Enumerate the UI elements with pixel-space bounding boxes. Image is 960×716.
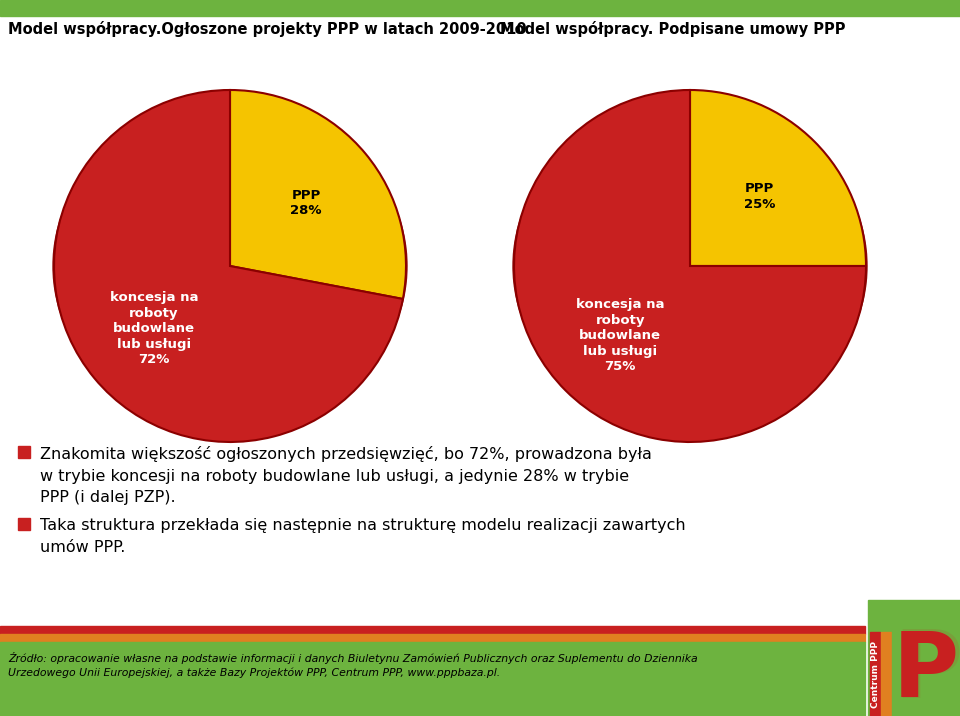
Text: Model współpracy. Podpisane umowy PPP: Model współpracy. Podpisane umowy PPP: [500, 21, 846, 37]
Bar: [881, 632, 891, 716]
Bar: [870, 632, 880, 716]
Text: PPP
28%: PPP 28%: [290, 189, 322, 218]
Ellipse shape: [58, 116, 402, 432]
Text: koncesja na
roboty
budowlane
lub usługi
75%: koncesja na roboty budowlane lub usługi …: [576, 299, 664, 373]
Text: koncesja na
roboty
budowlane
lub usługi
72%: koncesja na roboty budowlane lub usługi …: [109, 291, 199, 367]
Bar: [0, 634, 865, 642]
Bar: [868, 600, 960, 716]
Text: PPP
25%: PPP 25%: [744, 182, 776, 211]
Ellipse shape: [58, 112, 402, 428]
Text: Źródło: opracowanie własne na podstawie informacji i danych Biuletynu Zamówień P: Źródło: opracowanie własne na podstawie …: [8, 652, 698, 678]
Bar: [0, 642, 865, 650]
Ellipse shape: [53, 103, 407, 429]
Bar: [892, 632, 902, 716]
Text: Centrum PPP: Centrum PPP: [872, 641, 880, 707]
Text: P: P: [894, 626, 960, 716]
Ellipse shape: [518, 117, 862, 434]
Wedge shape: [690, 90, 866, 266]
Bar: [18, 446, 30, 458]
Text: P: P: [893, 628, 959, 716]
Ellipse shape: [58, 110, 402, 426]
Text: Taka struktura przekłada się następnie na strukturę modelu realizacji zawartych
: Taka struktura przekłada się następnie n…: [40, 518, 685, 555]
Wedge shape: [54, 90, 403, 442]
Ellipse shape: [58, 114, 402, 430]
Ellipse shape: [518, 120, 862, 436]
Bar: [0, 626, 865, 634]
Wedge shape: [230, 90, 406, 299]
Ellipse shape: [518, 112, 862, 428]
Ellipse shape: [513, 103, 867, 429]
Ellipse shape: [518, 114, 862, 430]
Wedge shape: [514, 90, 866, 442]
Bar: [18, 518, 30, 530]
Text: Model współpracy.Ogłoszone projekty PPP w latach 2009-2010: Model współpracy.Ogłoszone projekty PPP …: [8, 21, 527, 37]
Bar: [0, 0, 960, 16]
Text: Znakomita większość ogłoszonych przedsięwzięć, bo 72%, prowadzona była
w trybie : Znakomita większość ogłoszonych przedsię…: [40, 446, 652, 505]
Bar: [0, 650, 865, 716]
Ellipse shape: [518, 116, 862, 432]
Ellipse shape: [518, 110, 862, 426]
Ellipse shape: [58, 120, 402, 436]
Ellipse shape: [58, 117, 402, 434]
